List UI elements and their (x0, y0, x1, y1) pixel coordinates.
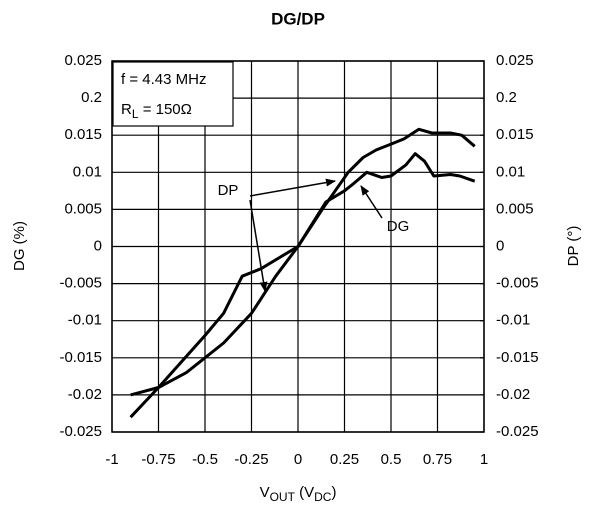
y-tick-label: 0.005 (64, 200, 102, 217)
chart-title: DG/DP (271, 9, 325, 28)
y-tick-label: -0.015 (59, 349, 102, 366)
series-label: DP (218, 182, 239, 199)
x-axis-label: VOUT (VDC) (260, 484, 337, 504)
x-tick-label: 0.5 (381, 451, 402, 468)
annotation-sub: L (132, 107, 139, 121)
y-axis-label: DG (%) (11, 221, 28, 271)
y-tick-label: 0.025 (64, 52, 102, 69)
y2-tick-label: -0.025 (496, 423, 539, 440)
arrow (360, 185, 383, 219)
plot-area: 0.025 0.2 0.015 0.01 0.005 0 -0.005 -0.01 -0.015… (59, 52, 538, 468)
y2-tick-label: -0.02 (496, 386, 530, 403)
y-tick-label: -0.025 (59, 423, 102, 440)
y-tick-label: -0.01 (68, 312, 102, 329)
x-tick-label: -0.75 (141, 451, 175, 468)
x-tick-label: 0.75 (423, 451, 452, 468)
x-tick-label: 1 (480, 451, 488, 468)
annotation-part: R (121, 101, 132, 118)
x-label-sub: OUT (270, 490, 296, 504)
y2-tick-label: 0 (496, 237, 504, 254)
arrow (249, 199, 268, 292)
x-tick-label: 0.25 (330, 451, 359, 468)
y2-tick-label: -0.015 (496, 349, 539, 366)
annotation: RL = 150Ω (121, 101, 192, 121)
data-line (130, 127, 476, 397)
series-label: DG (387, 218, 410, 235)
x-tick-label: -1 (105, 451, 118, 468)
y-tick-label: -0.02 (68, 386, 102, 403)
x-label-part: (V (295, 484, 314, 501)
x-label-sub: DC (314, 490, 332, 504)
y-tick-label: 0.015 (64, 126, 102, 143)
y2-tick-label: 0.2 (496, 89, 517, 106)
y2-tick-label: -0.01 (496, 312, 530, 329)
y2-tick-label: 0.025 (496, 52, 534, 69)
y2-tick-label: 0.015 (496, 126, 534, 143)
annotation: f = 4.43 MHz (121, 71, 206, 88)
x-tick-label: 0 (294, 451, 302, 468)
y-tick-label: -0.005 (59, 275, 102, 292)
plot-frame (111, 60, 485, 433)
x-label-part: ) (331, 484, 336, 501)
y2-axis-label: DP (°) (565, 226, 582, 267)
annotation-part: = 150Ω (139, 101, 192, 118)
y2-tick-label: -0.005 (496, 275, 539, 292)
x-label-part: V (260, 484, 270, 501)
arrow (249, 178, 336, 197)
x-tick-label: -0.5 (192, 451, 218, 468)
y2-tick-label: 0.005 (496, 200, 534, 217)
data-line (129, 152, 476, 419)
annotation-box (112, 61, 234, 127)
y-tick-label: 0.2 (81, 89, 102, 106)
y-tick-label: 0 (94, 237, 102, 254)
x-tick-label: -0.25 (234, 451, 268, 468)
y-tick-label: 0.01 (73, 163, 102, 180)
y2-tick-label: 0.01 (496, 163, 525, 180)
